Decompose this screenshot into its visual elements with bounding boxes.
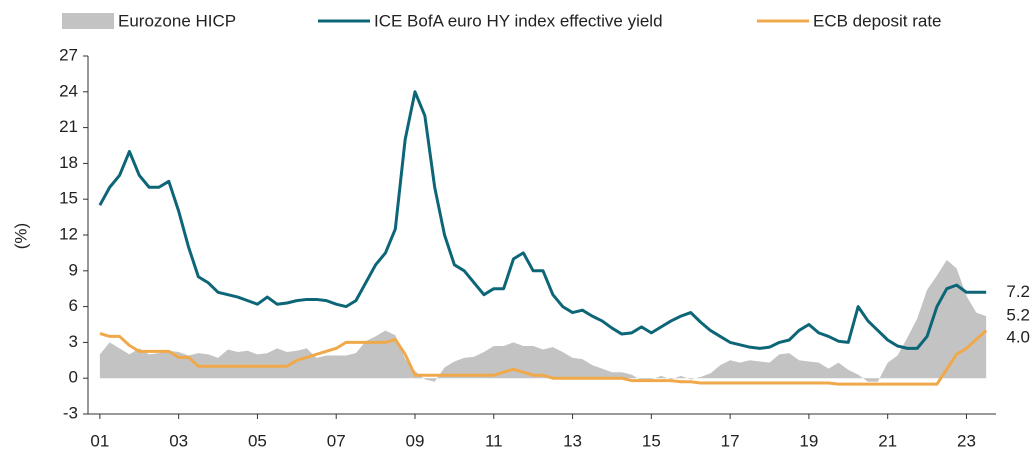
x-tick-label: 21 xyxy=(878,431,897,450)
legend-label: Eurozone HICP xyxy=(118,11,236,30)
end-label: 7.2 xyxy=(1006,282,1030,301)
y-tick-label: 21 xyxy=(59,117,78,136)
legend-label: ECB deposit rate xyxy=(813,11,942,30)
y-tick-label: 6 xyxy=(69,296,78,315)
y-tick-label: 9 xyxy=(69,260,78,279)
x-tick-label: 09 xyxy=(406,431,425,450)
legend-label: ICE BofA euro HY index effective yield xyxy=(374,11,663,30)
legend-swatch xyxy=(62,13,114,29)
x-tick-label: 23 xyxy=(957,431,976,450)
end-label: 4.0 xyxy=(1006,328,1030,347)
end-label: 5.2 xyxy=(1006,306,1030,325)
x-tick-label: 17 xyxy=(721,431,740,450)
x-tick-label: 05 xyxy=(248,431,267,450)
x-tick-label: 03 xyxy=(169,431,188,450)
x-tick-label: 11 xyxy=(485,431,503,450)
x-tick-label: 07 xyxy=(327,431,346,450)
y-tick-label: 27 xyxy=(59,45,78,64)
x-tick-label: 15 xyxy=(642,431,661,450)
y-axis-label: (%) xyxy=(11,223,30,249)
y-tick-label: 18 xyxy=(59,153,78,172)
x-tick-label: 19 xyxy=(799,431,818,450)
y-tick-label: -3 xyxy=(63,403,78,422)
y-tick-label: 3 xyxy=(69,332,78,351)
line xyxy=(98,90,987,350)
line xyxy=(99,329,988,386)
y-tick-label: 12 xyxy=(59,224,78,243)
y-tick-label: 24 xyxy=(59,81,78,100)
x-tick-label: 01 xyxy=(90,431,109,450)
y-tick-label: 0 xyxy=(69,368,78,387)
area xyxy=(99,260,987,382)
y-tick-label: 15 xyxy=(59,189,78,208)
x-tick-label: 13 xyxy=(563,431,582,450)
